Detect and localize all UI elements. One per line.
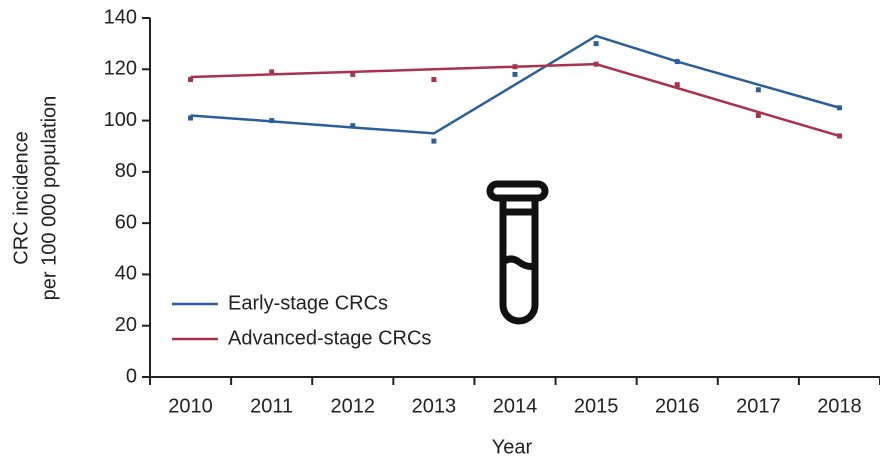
y-tick-label: 100 (104, 109, 137, 131)
x-tick-label: 2018 (817, 395, 862, 417)
x-tick-label: 2012 (331, 395, 376, 417)
y-tick-label: 40 (115, 263, 137, 285)
y-tick-label: 60 (115, 211, 137, 233)
y-tick-label: 120 (104, 58, 137, 80)
legend-label: Early-stage CRCs (228, 292, 388, 314)
data-point (431, 77, 437, 83)
y-tick-label: 80 (115, 160, 137, 182)
data-point (755, 112, 761, 118)
data-point (674, 59, 680, 65)
trend-line (190, 34, 840, 135)
data-point (512, 64, 518, 70)
y-axis-label: per 100 000 population (38, 96, 60, 301)
data-point (269, 118, 275, 124)
data-point (593, 41, 599, 47)
legend-label: Advanced-stage CRCs (228, 327, 431, 349)
x-tick-label: 2016 (655, 395, 700, 417)
y-tick-label: 0 (126, 365, 137, 387)
x-tick-label: 2010 (168, 395, 213, 417)
data-point (350, 71, 356, 77)
y-axis-label: CRC incidence (10, 131, 32, 264)
x-tick-label: 2017 (736, 395, 781, 417)
data-point (431, 138, 437, 144)
y-tick-label: 20 (115, 314, 137, 336)
x-axis-label: Year (492, 436, 533, 458)
data-point (836, 133, 842, 139)
data-point (836, 105, 842, 111)
data-point (350, 123, 356, 129)
x-tick-label: 2011 (250, 395, 293, 417)
data-point (674, 82, 680, 88)
x-tick-label: 2014 (493, 395, 538, 417)
data-point (188, 115, 194, 121)
data-point (512, 71, 518, 77)
data-point (755, 87, 761, 93)
x-tick-label: 2013 (412, 395, 457, 417)
y-tick-label: 140 (104, 6, 137, 28)
data-point (269, 69, 275, 75)
data-point (593, 61, 599, 67)
data-point (188, 77, 194, 83)
x-tick-label: 2015 (574, 395, 619, 417)
test-tube-icon (486, 180, 549, 325)
